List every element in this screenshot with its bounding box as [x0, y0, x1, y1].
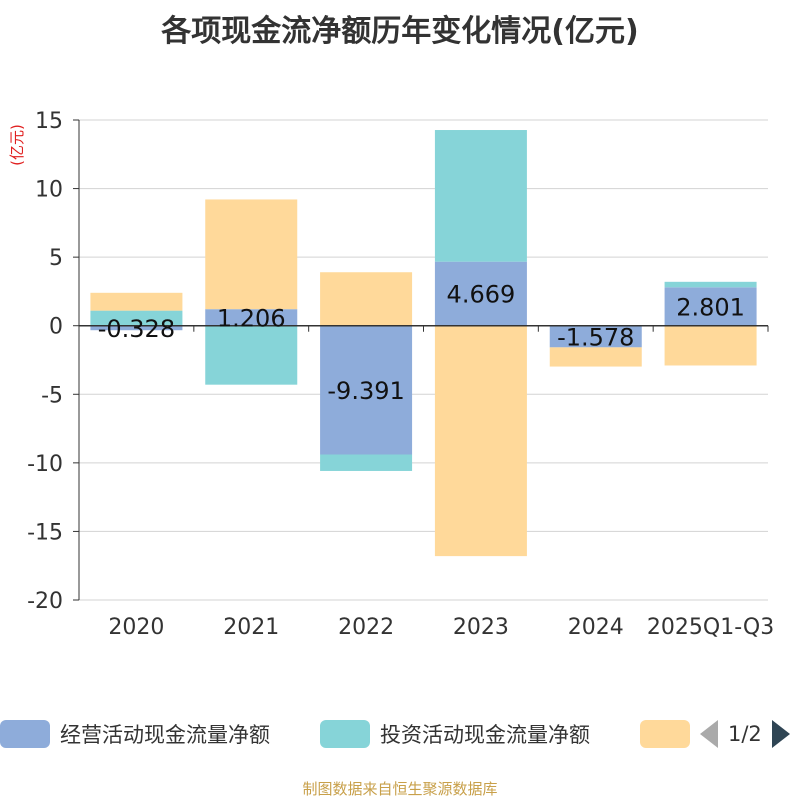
bar-series3-2022 — [320, 272, 413, 326]
legend-swatch-operating — [0, 720, 50, 748]
bar-series2-2025Q1-Q3 — [664, 281, 757, 288]
legend-swatch-investing — [320, 720, 370, 748]
bar-series1-2022 — [320, 325, 413, 455]
y-tick-label: -15 — [27, 520, 63, 545]
x-tick-label-2025Q1-Q3: 2025Q1-Q3 — [647, 615, 774, 640]
legend-pager: 1/2 — [700, 716, 800, 752]
bar-series1-2023 — [434, 261, 527, 326]
y-tick-label: 5 — [49, 246, 63, 271]
bar-series1-2025Q1-Q3 — [664, 287, 757, 326]
bar-series1-2024 — [549, 325, 642, 348]
bar-series2-2020 — [90, 310, 183, 326]
y-axis-title: (亿元) — [8, 124, 26, 166]
data-label-2023: 4.669 — [447, 281, 516, 309]
y-tick-label: 0 — [49, 315, 63, 340]
bar-series2-2023 — [434, 130, 527, 262]
data-label-2022: -9.391 — [327, 377, 404, 405]
legend-item-financing[interactable] — [640, 716, 700, 752]
bar-series1-2020 — [90, 325, 183, 331]
legend-prev-page-icon[interactable] — [700, 720, 718, 748]
data-label-2025Q1-Q3: 2.801 — [676, 294, 745, 322]
legend-item-operating[interactable]: 经营活动现金流量净额 — [0, 716, 270, 752]
y-tick-label: -10 — [27, 452, 63, 477]
bar-series2-2021 — [205, 325, 298, 385]
chart-title: 各项现金流净额历年变化情况(亿元) — [161, 14, 639, 49]
x-tick-label-2021: 2021 — [223, 615, 279, 640]
x-tick-label-2023: 2023 — [453, 615, 509, 640]
x-tick-label-2022: 2022 — [338, 615, 394, 640]
legend-item-investing[interactable]: 投资活动现金流量净额 — [320, 716, 590, 752]
bar-series3-2020 — [90, 292, 183, 311]
data-label-2024: -1.578 — [557, 324, 634, 352]
source-note: 制图数据来自恒生聚源数据库 — [302, 780, 498, 798]
legend-label-operating: 经营活动现金流量净额 — [60, 723, 270, 747]
x-tick-label-2020: 2020 — [108, 615, 164, 640]
legend-label-investing: 投资活动现金流量净额 — [380, 723, 590, 747]
bar-series3-2021 — [205, 199, 298, 310]
bar-series1-2021 — [205, 309, 298, 326]
bar-series3-2024 — [549, 347, 642, 367]
legend-swatch-financing — [640, 720, 690, 748]
legend-page-indicator: 1/2 — [728, 722, 762, 746]
y-tick-label: -5 — [41, 383, 63, 408]
y-tick-label: 10 — [35, 178, 63, 203]
bar-series2-2022 — [320, 454, 413, 471]
bar-series3-2023 — [434, 325, 527, 557]
data-label-2020: -0.328 — [98, 315, 175, 343]
y-tick-label: 15 — [35, 109, 63, 134]
legend-next-page-icon[interactable] — [771, 720, 790, 748]
data-label-2021: 1.206 — [217, 304, 286, 332]
y-tick-label: -20 — [27, 589, 63, 614]
bar-series3-2025Q1-Q3 — [664, 325, 757, 366]
x-tick-label-2024: 2024 — [568, 615, 624, 640]
